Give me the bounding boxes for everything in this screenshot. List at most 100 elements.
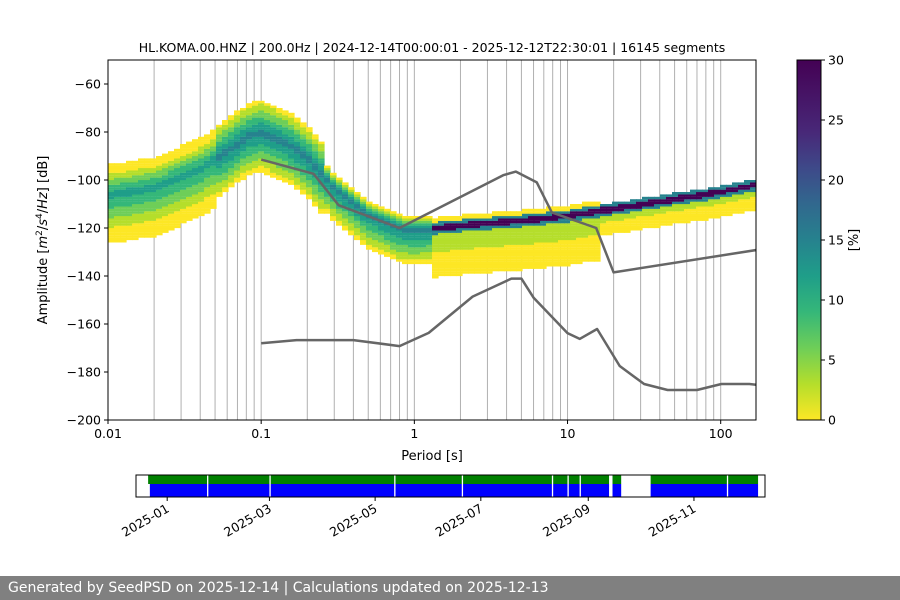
- heatmap-cell: [744, 208, 751, 212]
- heatmap-cell: [516, 247, 523, 250]
- heatmap-cell: [522, 249, 529, 253]
- heatmap-cell: [468, 256, 475, 260]
- heatmap-cell: [672, 199, 679, 202]
- heatmap-cell: [372, 244, 379, 248]
- heatmap-cell: [450, 220, 457, 224]
- heatmap-cell: [150, 204, 157, 207]
- heatmap-cell: [276, 122, 283, 125]
- heatmap-cell: [330, 201, 337, 205]
- heatmap-cell: [264, 129, 271, 133]
- heatmap-cell: [210, 206, 217, 209]
- heatmap-cell: [270, 132, 277, 135]
- heatmap-cell: [216, 124, 223, 128]
- chart-title: HL.KOMA.00.HNZ | 200.0Hz | 2024-12-14T00…: [139, 40, 726, 55]
- heatmap-cell: [708, 189, 715, 193]
- heatmap-cell: [666, 201, 673, 205]
- heatmap-cell: [642, 218, 649, 221]
- heatmap-cell: [516, 211, 523, 214]
- heatmap-cell: [336, 184, 343, 188]
- heatmap-cell: [114, 220, 121, 224]
- heatmap-cell: [132, 180, 139, 183]
- heatmap-cell: [426, 254, 433, 257]
- heatmap-cell: [474, 252, 481, 255]
- heatmap-cell: [540, 247, 547, 250]
- heatmap-cell: [252, 108, 259, 111]
- heatmap-cell: [276, 170, 283, 173]
- heatmap-cell: [186, 213, 193, 217]
- heatmap-cell: [492, 211, 499, 214]
- heatmap-cell: [126, 170, 133, 173]
- heatmap-cell: [252, 151, 259, 154]
- heatmap-cell: [522, 261, 529, 265]
- heatmap-cell: [606, 211, 613, 214]
- heatmap-cell: [330, 194, 337, 197]
- heatmap-cell: [384, 232, 391, 236]
- heatmap-cell: [390, 237, 397, 241]
- heatmap-cell: [360, 196, 367, 200]
- heatmap-cell: [732, 196, 739, 200]
- heatmap-cell: [504, 266, 511, 269]
- heatmap-cell: [540, 259, 547, 262]
- heatmap-cell: [438, 216, 445, 219]
- heatmap-cell: [522, 235, 529, 238]
- heatmap-cell: [144, 225, 151, 229]
- heatmap-cell: [216, 146, 223, 149]
- heatmap-cell: [492, 237, 499, 241]
- heatmap-cell: [240, 136, 247, 140]
- heatmap-cell: [120, 213, 127, 217]
- heatmap-cell: [684, 204, 691, 207]
- heatmap-cell: [252, 136, 259, 140]
- heatmap-cell: [486, 240, 493, 243]
- heatmap-cell: [306, 163, 313, 166]
- heatmap-cell: [144, 163, 151, 166]
- heatmap-cell: [570, 208, 577, 212]
- heatmap-cell: [162, 199, 169, 202]
- heatmap-cell: [150, 218, 157, 221]
- heatmap-cell: [546, 223, 553, 226]
- heatmap-cell: [144, 172, 151, 176]
- heatmap-cell: [132, 232, 139, 236]
- heatmap-cell: [348, 187, 355, 190]
- heatmap-cell: [432, 273, 439, 277]
- timeline-tick-label: 2025-07: [433, 501, 486, 540]
- heatmap-cell: [738, 189, 745, 193]
- heatmap-cell: [180, 156, 187, 159]
- heatmap-cell: [108, 225, 115, 229]
- heatmap-cell: [582, 254, 589, 257]
- heatmap-cell: [108, 216, 115, 219]
- heatmap-cell: [240, 141, 247, 145]
- heatmap-cell: [648, 223, 655, 226]
- heatmap-cell: [726, 201, 733, 205]
- heatmap-cell: [228, 134, 235, 137]
- heatmap-cell: [246, 122, 253, 125]
- heatmap-cell: [192, 213, 199, 217]
- heatmap-cell: [336, 189, 343, 193]
- heatmap-cell: [114, 216, 121, 219]
- heatmap-cell: [252, 124, 259, 128]
- heatmap-cell: [522, 213, 529, 217]
- heatmap-cell: [126, 160, 133, 164]
- heatmap-cell: [300, 160, 307, 164]
- heatmap-cell: [582, 228, 589, 231]
- heatmap-cell: [426, 220, 433, 224]
- heatmap-cell: [588, 228, 595, 231]
- heatmap-cell: [312, 151, 319, 154]
- heatmap-cell: [198, 165, 205, 169]
- heatmap-cell: [276, 175, 283, 178]
- heatmap-cell: [324, 165, 331, 169]
- heatmap-cell: [132, 196, 139, 200]
- heatmap-cell: [606, 206, 613, 209]
- heatmap-cell: [318, 158, 325, 161]
- heatmap-cell: [150, 199, 157, 202]
- heatmap-cell: [600, 216, 607, 219]
- heatmap-cell: [750, 180, 756, 183]
- heatmap-cell: [636, 225, 643, 229]
- heatmap-cell: [738, 201, 745, 205]
- heatmap-cell: [294, 134, 301, 137]
- heatmap-cell: [480, 271, 487, 274]
- heatmap-cell: [162, 184, 169, 188]
- heatmap-cell: [222, 129, 229, 133]
- heatmap-cell: [462, 218, 469, 221]
- heatmap-cell: [330, 175, 337, 178]
- heatmap-cell: [228, 163, 235, 166]
